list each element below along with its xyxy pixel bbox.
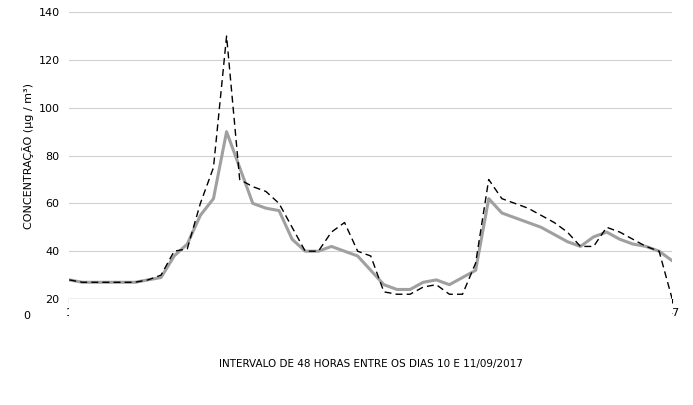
- Text: 0: 0: [23, 311, 30, 321]
- X-axis label: INTERVALO DE 48 HORAS ENTRE OS DIAS 10 E 11/09/2017: INTERVALO DE 48 HORAS ENTRE OS DIAS 10 E…: [219, 359, 523, 369]
- Y-axis label: CONCENTRAÇÃO (μg / m³): CONCENTRAÇÃO (μg / m³): [22, 83, 34, 228]
